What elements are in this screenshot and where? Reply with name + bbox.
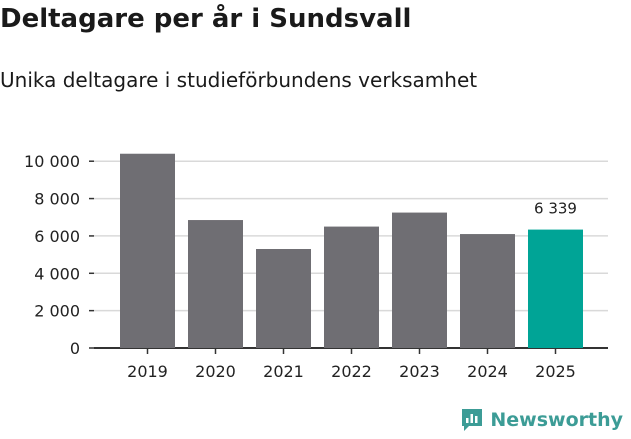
y-tick-label-4000: 4 000 <box>34 264 80 283</box>
bar-2023 <box>392 212 447 348</box>
bar-2022 <box>324 226 379 348</box>
x-tick-label-2024: 2024 <box>467 362 508 381</box>
newsworthy-brand: Newsworthy <box>460 407 623 433</box>
y-tick-label-10000: 10 000 <box>24 152 80 171</box>
chart-subtitle: Unika deltagare i studieförbundens verks… <box>0 68 478 92</box>
x-tick-label-2025: 2025 <box>535 362 576 381</box>
data-label-2025: 6 339 <box>534 200 577 218</box>
chart-logo-icon <box>462 409 483 431</box>
x-tick-label-2021: 2021 <box>263 362 304 381</box>
bar-2025 <box>528 229 583 348</box>
bar-2020 <box>188 220 243 348</box>
x-tick-label-2020: 2020 <box>195 362 236 381</box>
x-tick-label-2023: 2023 <box>399 362 440 381</box>
bar-chart: 0 2 000 4 000 6 000 8 000 10 000 2019 2020 2021 2… <box>24 152 608 381</box>
bar-2019 <box>120 153 175 348</box>
x-tick-label-2022: 2022 <box>331 362 372 381</box>
x-tick-label-2019: 2019 <box>127 362 168 381</box>
y-tick-label-8000: 8 000 <box>34 190 80 209</box>
y-tick-label-0: 0 <box>70 339 80 358</box>
y-tick-label-2000: 2 000 <box>34 302 80 321</box>
chart-title: Deltagare per år i Sundsvall <box>0 4 412 34</box>
brand-name: Newsworthy <box>490 409 623 431</box>
y-tick-label-6000: 6 000 <box>34 227 80 246</box>
bar-2024 <box>460 234 515 348</box>
bar-2021 <box>256 249 311 348</box>
